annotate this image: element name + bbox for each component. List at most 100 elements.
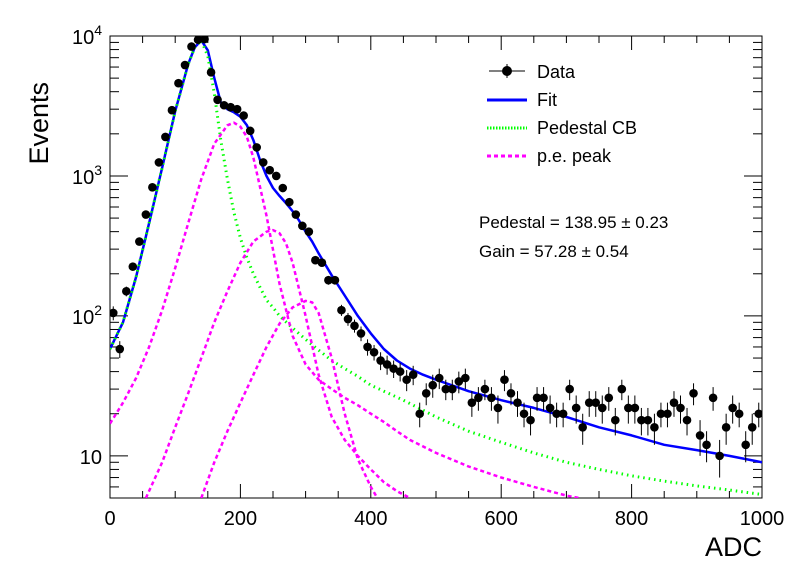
data-point bbox=[369, 344, 379, 361]
data-point bbox=[539, 387, 548, 411]
data-point-marker bbox=[682, 415, 692, 425]
data-point bbox=[728, 395, 737, 424]
data-point bbox=[493, 395, 503, 424]
data-point bbox=[571, 395, 581, 424]
data-point bbox=[578, 413, 587, 445]
data-point bbox=[180, 60, 190, 70]
legend-label-fit: Fit bbox=[537, 90, 557, 110]
data-point bbox=[741, 431, 750, 463]
data-point bbox=[395, 363, 405, 382]
data-point bbox=[350, 319, 359, 333]
data-point-marker bbox=[754, 409, 762, 419]
data-point-marker bbox=[656, 409, 666, 419]
data-point-marker bbox=[650, 423, 659, 432]
data-point bbox=[415, 402, 425, 428]
data-point bbox=[122, 286, 131, 297]
data-point-marker bbox=[330, 275, 340, 285]
data-point bbox=[428, 374, 438, 398]
data-point bbox=[154, 158, 164, 167]
data-point-marker bbox=[467, 398, 477, 407]
data-point-marker bbox=[291, 210, 301, 219]
data-point-marker bbox=[389, 364, 398, 373]
data-point bbox=[650, 413, 659, 445]
data-point bbox=[461, 368, 470, 390]
data-point-marker bbox=[285, 197, 294, 207]
data-point-marker bbox=[219, 100, 229, 110]
data-point bbox=[689, 383, 698, 406]
data-point bbox=[663, 402, 672, 428]
data-point bbox=[702, 431, 711, 463]
data-point-marker bbox=[643, 415, 653, 425]
data-point-marker bbox=[265, 165, 275, 175]
data-point bbox=[317, 258, 327, 267]
data-point bbox=[747, 413, 757, 445]
data-point bbox=[421, 383, 431, 406]
data-point bbox=[734, 402, 744, 428]
data-point-marker bbox=[597, 403, 607, 413]
data-point-marker bbox=[206, 68, 216, 77]
data-point bbox=[330, 275, 340, 285]
data-point bbox=[206, 68, 216, 77]
data-point-marker bbox=[258, 158, 268, 167]
data-point bbox=[193, 36, 203, 45]
data-point bbox=[467, 391, 477, 417]
data-point-marker bbox=[421, 388, 431, 398]
series-p-e-peak-3 bbox=[200, 299, 379, 498]
data-point bbox=[597, 395, 607, 424]
data-point bbox=[278, 183, 288, 193]
data-point bbox=[402, 370, 411, 392]
data-point bbox=[291, 210, 301, 219]
data-point-marker bbox=[232, 104, 242, 114]
data-point-marker bbox=[193, 36, 203, 45]
data-point bbox=[513, 391, 522, 417]
data-point-marker bbox=[180, 60, 190, 70]
x-tick-label: 200 bbox=[224, 508, 257, 530]
data-point-marker bbox=[415, 409, 425, 419]
data-point bbox=[232, 104, 242, 114]
data-point bbox=[337, 304, 346, 316]
plot-frame bbox=[109, 35, 763, 499]
legend-item-fit: Fit bbox=[487, 90, 557, 110]
y-axis-title: Events bbox=[24, 82, 54, 165]
data-point-marker bbox=[728, 403, 737, 413]
data-point bbox=[115, 341, 125, 359]
data-point bbox=[682, 407, 692, 436]
data-point bbox=[506, 383, 516, 406]
data-point-marker bbox=[695, 431, 705, 440]
data-point-marker bbox=[213, 95, 222, 105]
data-point bbox=[161, 132, 170, 142]
data-point-marker bbox=[487, 393, 496, 403]
data-point-marker bbox=[663, 409, 672, 419]
data-point-marker bbox=[689, 388, 698, 398]
x-axis-title: ADC bbox=[705, 532, 762, 562]
data-point bbox=[617, 379, 627, 401]
data-point bbox=[611, 407, 620, 436]
data-point bbox=[226, 102, 235, 112]
data-point bbox=[187, 42, 196, 51]
data-point-marker bbox=[571, 403, 581, 413]
x-tick-label: 800 bbox=[615, 508, 648, 530]
legend: Data Fit Pedestal CB p.e. peak bbox=[487, 62, 637, 166]
x-tick-label: 0 bbox=[104, 508, 115, 530]
y-tick-label-base: 10 bbox=[72, 27, 94, 49]
data-point-marker bbox=[747, 423, 757, 432]
data-point-marker bbox=[637, 415, 646, 425]
data-point-marker bbox=[676, 403, 685, 413]
data-point-marker bbox=[611, 415, 620, 425]
data-point bbox=[363, 339, 372, 356]
x-tick-label: 1000 bbox=[740, 508, 785, 530]
legend-label-data: Data bbox=[537, 62, 576, 82]
data-point-marker bbox=[174, 78, 183, 88]
legend-data-marker bbox=[502, 66, 512, 76]
data-point-marker bbox=[187, 42, 196, 51]
legend-item-data: Data bbox=[489, 62, 576, 82]
legend-label-pe-peak: p.e. peak bbox=[537, 146, 612, 166]
data-point bbox=[532, 387, 542, 411]
data-point-marker bbox=[578, 423, 587, 432]
y-tick-label: 103 bbox=[72, 162, 102, 189]
data-point-marker bbox=[252, 143, 261, 152]
data-point bbox=[624, 395, 633, 424]
data-point bbox=[656, 402, 666, 428]
data-point-marker bbox=[141, 210, 151, 219]
